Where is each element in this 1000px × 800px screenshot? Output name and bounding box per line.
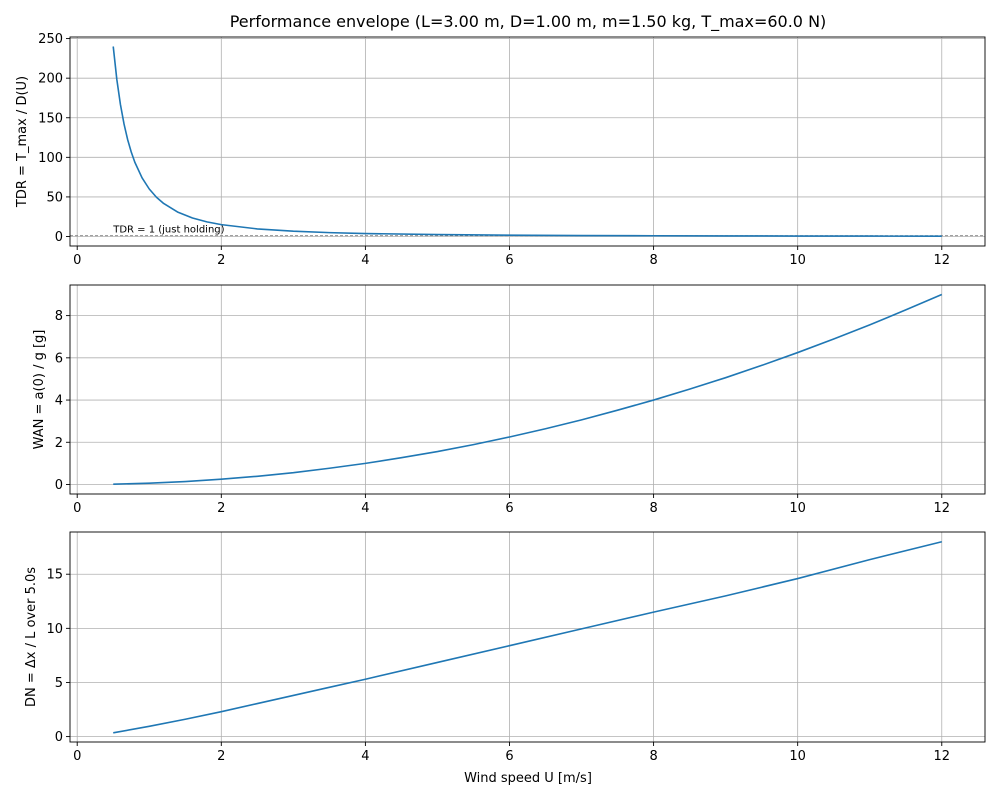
- y-axis-label: TDR = T_max / D(U): [15, 76, 30, 208]
- y-tick-label-1: 50: [46, 190, 63, 205]
- x-tick-label-3: 6: [505, 749, 513, 764]
- x-tick-label-4: 8: [649, 749, 657, 764]
- series-line-wan-0: [113, 293, 943, 485]
- y-tick-label-2: 4: [55, 394, 63, 409]
- x-tick-label-2: 4: [361, 253, 369, 268]
- y-tick-label-4: 200: [38, 72, 63, 87]
- reference-line-label: TDR = 1 (just holding): [112, 225, 224, 236]
- x-tick-label-5: 10: [789, 253, 806, 268]
- y-tick-label-1: 5: [55, 676, 63, 691]
- x-tick-label-0: 0: [73, 501, 81, 516]
- axes-frame: [69, 36, 986, 247]
- y-tick-label-2: 10: [46, 622, 63, 637]
- panel-wan: 0 2 4 6 8 10 12 0 2 4 6 8 WAN = a(0) / g [g]: [32, 284, 986, 516]
- x-tick-label-1: 2: [217, 501, 225, 516]
- x-tick-label-5: 10: [789, 501, 806, 516]
- x-tick-label-6: 12: [933, 749, 950, 764]
- y-tick-label-1: 2: [55, 436, 63, 451]
- y-axis-label: WAN = a(0) / g [g]: [32, 330, 47, 450]
- x-tick-label-3: 6: [505, 501, 513, 516]
- y-tick-label-3: 150: [38, 111, 63, 126]
- y-axis-label: DN = Δx / L over 5.0s: [24, 567, 39, 707]
- figure-title: Performance envelope (L=3.00 m, D=1.00 m…: [230, 12, 827, 32]
- panel-dn: 0 2 4 6 8 10 12 0 5 10 15 DN = Δx / L over 5.0s Wind…: [24, 531, 986, 786]
- y-tick-label-5: 250: [38, 32, 63, 47]
- x-tick-label-2: 4: [361, 501, 369, 516]
- axes-frame: [69, 284, 986, 495]
- series-line-dn-0: [113, 540, 942, 734]
- x-tick-label-6: 12: [933, 253, 950, 268]
- y-tick-label-0: 0: [55, 478, 63, 493]
- x-tick-label-0: 0: [73, 749, 81, 764]
- y-tick-label-3: 15: [46, 568, 63, 583]
- x-tick-label-0: 0: [73, 253, 81, 268]
- x-tick-label-5: 10: [789, 749, 806, 764]
- x-tick-label-1: 2: [217, 749, 225, 764]
- axes-frame: [69, 531, 986, 743]
- x-tick-label-1: 2: [217, 253, 225, 268]
- series-line-tdr-0: [112, 46, 942, 237]
- x-tick-label-6: 12: [933, 501, 950, 516]
- panel-tdr: TDR = 1 (just holding) 0 2 4 6 8 10 12 0 50 100 150…: [15, 32, 986, 268]
- x-axis-label: Wind speed U [m/s]: [464, 771, 592, 786]
- y-tick-label-3: 6: [55, 351, 63, 366]
- panels: TDR = 1 (just holding)0 2 4 6 8 10 12050100150…: [15, 32, 986, 786]
- x-tick-label-4: 8: [649, 501, 657, 516]
- y-tick-label-0: 0: [55, 730, 63, 745]
- y-tick-label-2: 100: [38, 151, 63, 166]
- y-tick-label-0: 0: [55, 230, 63, 245]
- x-tick-label-3: 6: [505, 253, 513, 268]
- y-tick-label-4: 8: [55, 309, 63, 324]
- x-tick-label-4: 8: [649, 253, 657, 268]
- x-tick-label-2: 4: [361, 749, 369, 764]
